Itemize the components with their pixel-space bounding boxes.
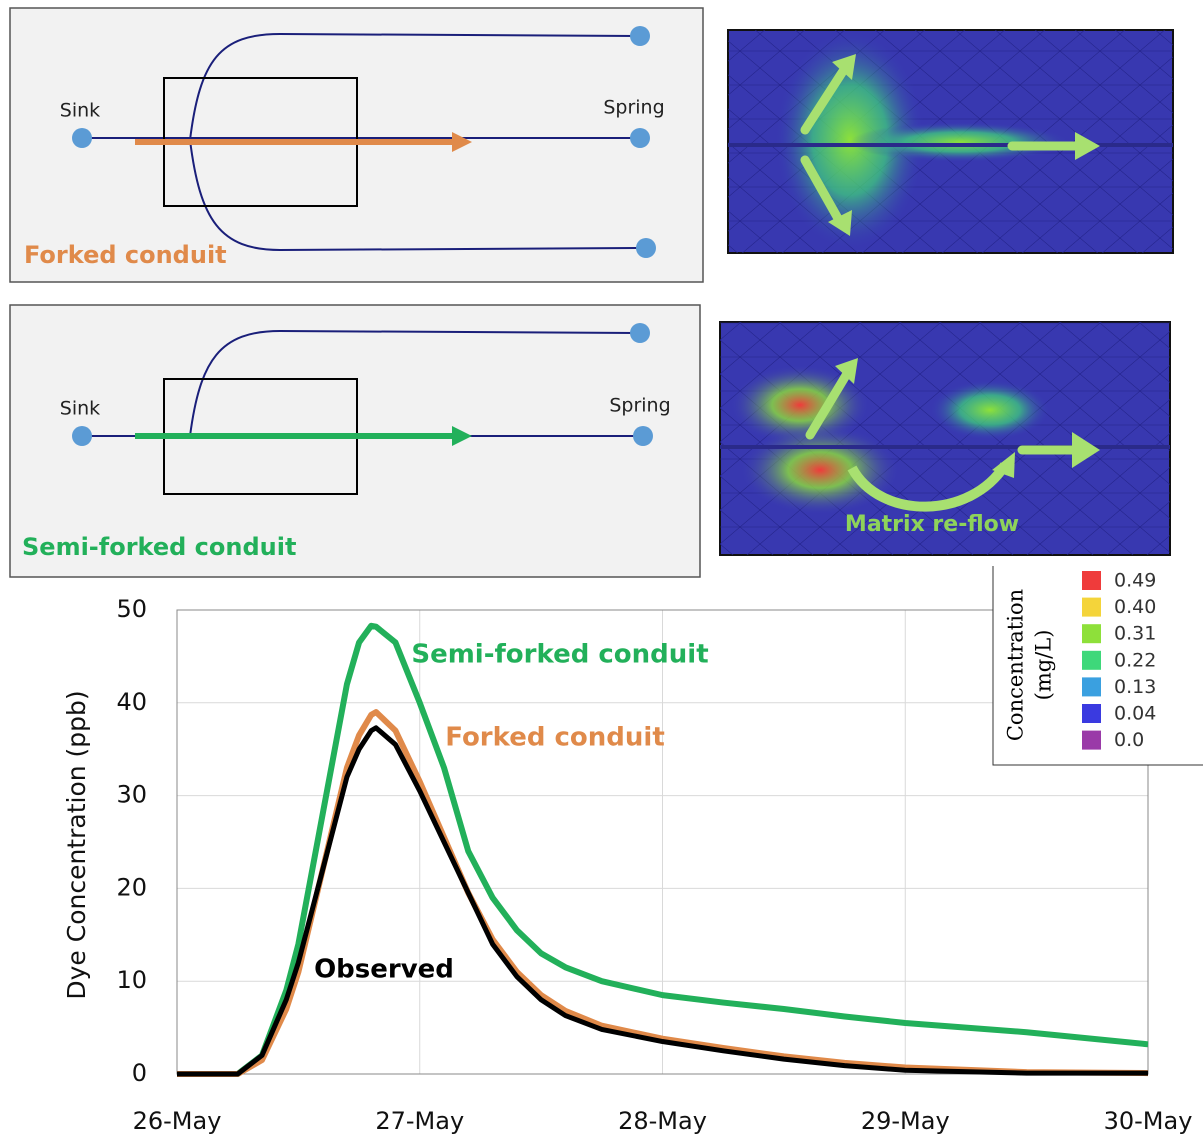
colorbar-label: 0.13 <box>1114 676 1156 698</box>
colorbar-label: 0.04 <box>1114 703 1156 725</box>
y-tick-label: 20 <box>116 873 147 901</box>
panel-semi-forked: Sink Spring Semi-forked conduit <box>9 304 701 578</box>
colorbar-swatch <box>1082 704 1101 723</box>
colorbar-swatch <box>1082 624 1101 644</box>
y-tick-label: 30 <box>116 781 147 809</box>
spring-label: Spring <box>603 97 664 119</box>
y-tick-label: 40 <box>116 688 147 716</box>
y-axis-label: Dye Concentration (ppb) <box>62 690 91 999</box>
colorbar-label: 0.31 <box>1114 623 1156 645</box>
spring-label: Spring <box>609 395 670 417</box>
x-tick-label: 26-May <box>133 1107 222 1135</box>
colorbar-swatch <box>1082 597 1101 617</box>
colorbar-label: 0.49 <box>1114 570 1156 592</box>
mesh-forked <box>727 29 1174 254</box>
colorbar: Concentration (mg/L) 0.49 0.40 0.31 0.22 0.1… <box>992 566 1203 766</box>
panel-title: Forked conduit <box>24 241 227 269</box>
series-line <box>177 725 1148 1077</box>
sink-label: Sink <box>60 398 100 420</box>
colorbar-label: 0.22 <box>1114 649 1156 671</box>
series-label: Forked conduit <box>445 723 665 753</box>
line-chart: 0 10 20 30 40 50 26-May 27-May 28-May 29-May 30-Ma… <box>62 595 1192 1135</box>
panel-forked: Sink Spring Forked conduit <box>9 7 704 283</box>
colorbar-swatch <box>1082 571 1101 590</box>
series-label: Semi-forked conduit <box>411 640 708 670</box>
colorbar-title: Concentration <box>1004 589 1028 741</box>
plot-border <box>176 609 1149 1075</box>
colorbar-label: 0.40 <box>1114 596 1156 618</box>
y-tick-label: 10 <box>116 966 147 994</box>
series-label: Observed <box>314 955 454 985</box>
y-tick-label: 0 <box>132 1059 147 1087</box>
panel-title: Semi-forked conduit <box>22 533 296 561</box>
y-tick-label: 50 <box>116 595 147 623</box>
x-tick-label: 27-May <box>375 1107 464 1135</box>
colorbar-swatch <box>1082 730 1101 750</box>
x-tick-label: 30-May <box>1104 1107 1193 1135</box>
x-tick-label: 29-May <box>861 1107 950 1135</box>
colorbar-title: (mg/L) <box>1032 630 1056 701</box>
mesh-semi-forked: Matrix re-flow <box>719 321 1171 556</box>
colorbar-label: 0.0 <box>1114 729 1144 751</box>
series-line <box>177 622 1149 1077</box>
sink-label: Sink <box>60 100 100 122</box>
colorbar-swatch <box>1082 677 1101 697</box>
colorbar-swatch <box>1082 650 1101 670</box>
x-tick-label: 28-May <box>618 1107 707 1135</box>
mesh-annotation: Matrix re-flow <box>845 512 1019 537</box>
